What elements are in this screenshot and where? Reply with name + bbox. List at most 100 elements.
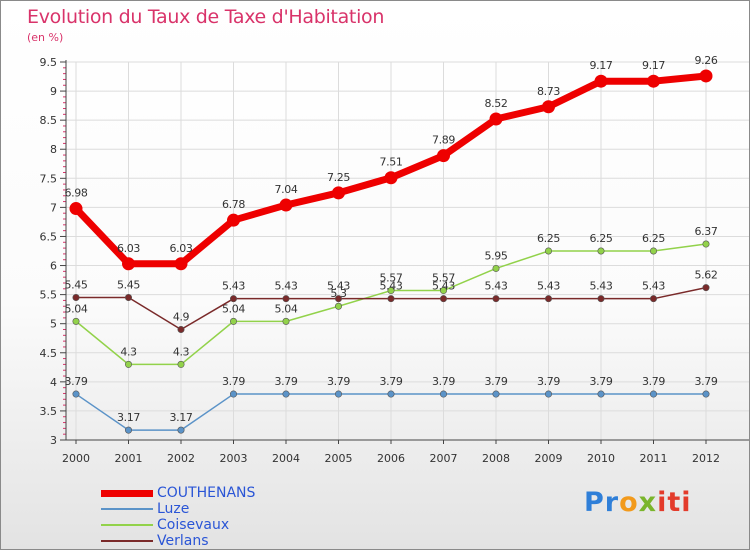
data-label: 9.26 [695, 54, 718, 67]
data-point [647, 74, 660, 88]
data-point [177, 326, 185, 334]
y-tick-label: 6 [50, 260, 57, 273]
data-point [597, 247, 605, 255]
data-label: 7.51 [380, 156, 403, 169]
data-label: 4.3 [120, 345, 137, 358]
data-point [699, 69, 713, 83]
data-label: 3.79 [327, 375, 350, 388]
data-point [332, 186, 345, 200]
data-label: 3.79 [65, 375, 88, 388]
data-label: 3.79 [485, 375, 508, 388]
legend-swatch [101, 540, 153, 542]
y-tick-label: 4.5 [40, 347, 58, 360]
data-label: 3.79 [695, 375, 718, 388]
data-label: 5.43 [222, 280, 245, 293]
data-label: 5.43 [590, 280, 613, 293]
legend-swatch [101, 489, 153, 497]
data-point [439, 295, 447, 303]
data-label: 9.17 [642, 59, 665, 72]
x-tick-label: 2003 [220, 452, 248, 465]
y-tick-label: 3 [50, 434, 57, 447]
y-tick-label: 9 [50, 85, 57, 98]
data-point [122, 257, 135, 271]
legend-swatch [101, 524, 153, 526]
data-label: 8.73 [537, 85, 560, 98]
data-point [334, 295, 342, 303]
data-label: 3.79 [537, 375, 560, 388]
data-point [69, 202, 83, 216]
data-label: 3.79 [380, 375, 403, 388]
data-label: 6.25 [642, 232, 665, 245]
x-tick-label: 2000 [62, 452, 90, 465]
data-point [702, 390, 710, 398]
data-point [282, 295, 290, 303]
data-point [544, 295, 552, 303]
data-label: 5.45 [65, 279, 88, 292]
data-point [174, 257, 188, 271]
data-point [227, 213, 240, 227]
data-point [597, 295, 605, 303]
data-label: 4.9 [173, 311, 190, 324]
data-label: 5.43 [275, 280, 298, 293]
data-label: 7.89 [432, 134, 455, 147]
data-point [439, 287, 447, 295]
data-label: 5.43 [432, 280, 455, 293]
data-point [72, 317, 80, 325]
data-point [72, 294, 80, 302]
x-tick-label: 2001 [115, 452, 143, 465]
data-point [279, 198, 293, 212]
y-tick-label: 5.5 [40, 289, 58, 302]
data-point [492, 264, 500, 272]
legend-label: Verlans [157, 533, 209, 549]
y-tick-label: 5 [50, 318, 57, 331]
data-label: 7.25 [327, 171, 350, 184]
x-tick-label: 2008 [482, 452, 510, 465]
y-tick-label: 8 [50, 143, 57, 156]
data-point [489, 112, 503, 126]
data-point [230, 295, 238, 303]
data-label: 5.95 [485, 249, 508, 262]
data-point [702, 240, 710, 248]
data-label: 5.45 [117, 279, 140, 292]
data-point [230, 317, 238, 325]
data-label: 5.43 [642, 280, 665, 293]
data-point [437, 149, 450, 163]
data-label: 8.52 [485, 97, 508, 110]
y-tick-label: 7 [50, 201, 57, 214]
data-label: 3.79 [642, 375, 665, 388]
data-point [542, 100, 555, 114]
x-tick-label: 2010 [587, 452, 615, 465]
x-tick-label: 2012 [692, 452, 720, 465]
data-label: 3.79 [275, 375, 298, 388]
data-point [177, 426, 185, 434]
data-label: 3.79 [432, 375, 455, 388]
x-tick-label: 2002 [167, 452, 195, 465]
data-label: 6.78 [222, 198, 245, 211]
data-label: 6.37 [695, 225, 718, 238]
data-label: 6.03 [170, 242, 193, 255]
x-tick-label: 2007 [430, 452, 458, 465]
data-point [544, 390, 552, 398]
data-label: 3.79 [590, 375, 613, 388]
legend-swatch [101, 508, 153, 510]
data-point [492, 295, 500, 303]
data-label: 6.98 [65, 187, 88, 200]
data-point [702, 284, 710, 292]
data-point [72, 390, 80, 398]
data-label: 5.43 [537, 280, 560, 293]
data-point [439, 390, 447, 398]
y-tick-label: 9.5 [40, 56, 58, 69]
data-point [282, 317, 290, 325]
data-point [594, 74, 608, 88]
data-point [597, 390, 605, 398]
data-point [387, 287, 395, 295]
data-label: 3.17 [170, 411, 193, 424]
data-label: 3.79 [222, 375, 245, 388]
legend-label: Luze [157, 501, 190, 517]
data-label: 5.43 [327, 280, 350, 293]
data-label: 9.17 [590, 59, 613, 72]
y-tick-label: 7.5 [40, 172, 58, 185]
data-label: 5.04 [65, 302, 88, 315]
